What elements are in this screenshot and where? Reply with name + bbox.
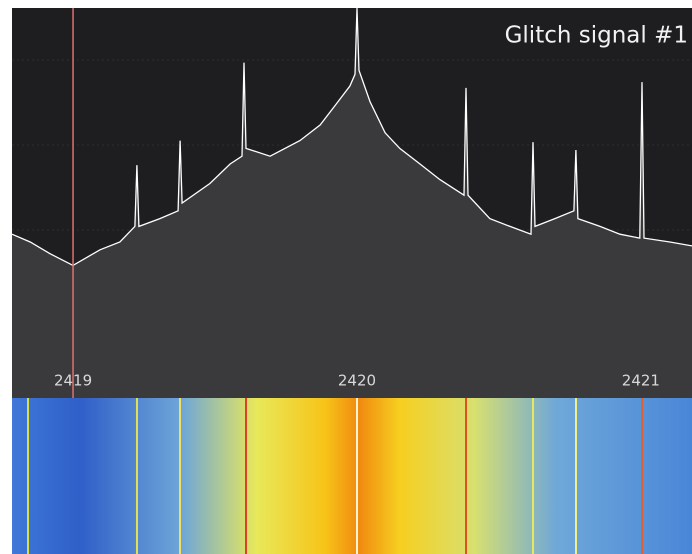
spectrum-window: Glitch signal #1 2419 2420 2421 [0, 0, 692, 554]
waterfall [12, 398, 692, 554]
x-tick-label: 2420 [338, 372, 376, 390]
signal-title: Glitch signal #1 [505, 23, 688, 49]
x-tick-label: 2421 [622, 372, 660, 390]
x-tick-label: 2419 [54, 372, 92, 390]
